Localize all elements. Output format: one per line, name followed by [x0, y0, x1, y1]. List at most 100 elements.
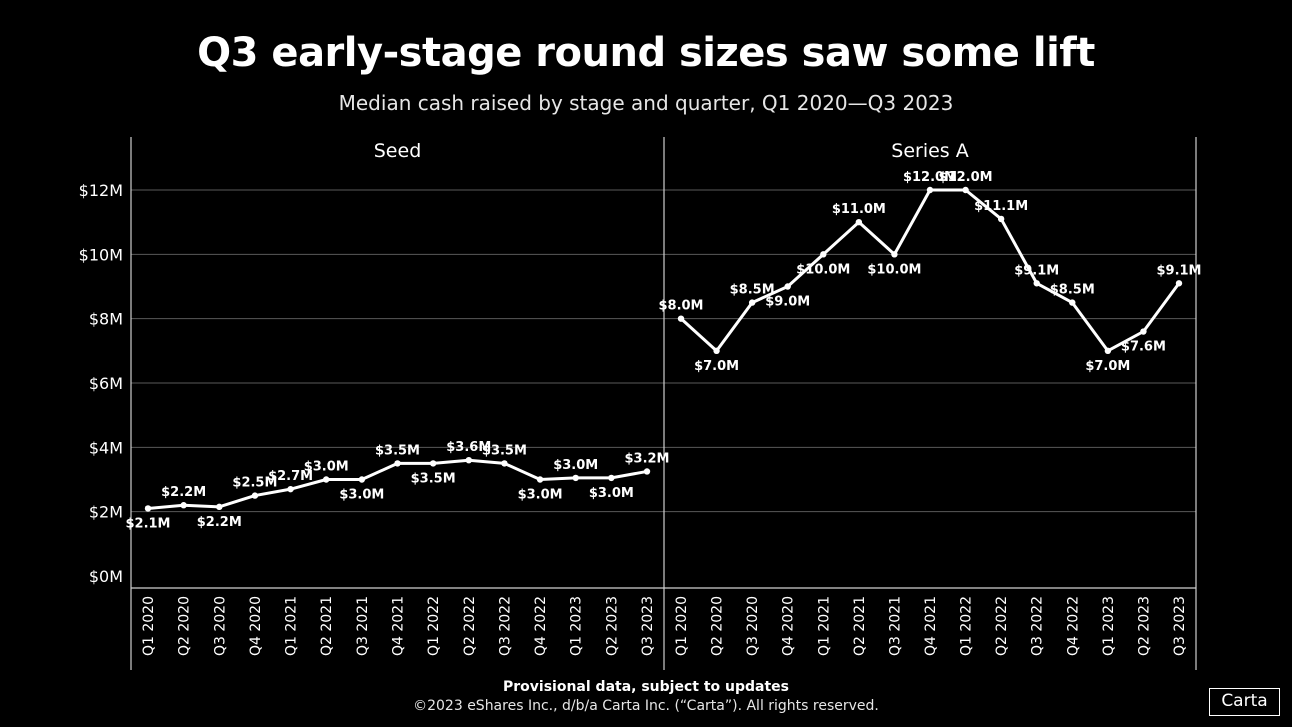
y-tick-label: $2M: [89, 503, 123, 522]
data-point: [677, 315, 685, 322]
data-point: [997, 215, 1005, 223]
facet-title-series-a: Series A: [891, 140, 968, 162]
data-label: $3.0M: [518, 488, 563, 503]
chart-title: Q3 early-stage round sizes saw some lift: [197, 30, 1095, 76]
x-tick-label: Q2 2021: [319, 596, 335, 656]
data-point: [1140, 328, 1147, 335]
x-tick-label: Q1 2020: [141, 596, 157, 656]
data-label: $2.2M: [197, 515, 242, 530]
data-point: [180, 502, 187, 509]
x-tick-label: Q1 2023: [569, 596, 585, 656]
data-point: [394, 460, 401, 467]
chart-subtitle: Median cash raised by stage and quarter,…: [338, 91, 954, 115]
x-tick-label: Q2 2021: [852, 596, 868, 656]
data-label: $3.5M: [482, 443, 527, 458]
data-point: [608, 474, 615, 482]
data-label: $7.0M: [1085, 359, 1130, 374]
y-tick-label: $10M: [79, 245, 123, 264]
data-point: [1033, 280, 1040, 287]
x-tick-label: Q1 2022: [426, 596, 442, 656]
data-point: [891, 251, 898, 258]
data-point: [501, 460, 508, 467]
data-label: $7.6M: [1121, 340, 1166, 355]
data-point: [855, 218, 863, 226]
x-tick-label: Q4 2022: [533, 596, 549, 656]
x-tick-label: Q3 2021: [887, 596, 903, 656]
x-tick-label: Q3 2022: [1030, 596, 1046, 656]
data-point: [465, 457, 472, 464]
data-point: [713, 347, 720, 355]
y-tick-label: $4M: [89, 438, 123, 457]
footnote: Provisional data, subject to updates: [503, 679, 789, 695]
x-tick-label: Q2 2022: [994, 596, 1010, 656]
data-point: [536, 476, 544, 483]
data-point: [1104, 347, 1112, 355]
data-label: $3.6M: [446, 440, 491, 455]
data-label: $2.5M: [232, 476, 277, 491]
x-tick-label: Q3 2023: [1172, 596, 1188, 656]
data-point: [287, 485, 294, 493]
copyright: ©2023 eShares Inc., d/b/a Carta Inc. (“C…: [413, 698, 879, 714]
data-label: $2.1M: [125, 516, 170, 531]
y-tick-label: $0M: [89, 567, 123, 586]
x-tick-label: Q4 2020: [781, 596, 797, 656]
data-label: $2.2M: [161, 485, 206, 500]
data-point: [643, 468, 651, 475]
data-label: $8.0M: [658, 299, 703, 314]
x-tick-label: Q1 2020: [674, 596, 690, 656]
data-label: $2.7M: [268, 469, 313, 484]
data-label: $3.5M: [375, 443, 420, 458]
data-point: [926, 186, 934, 194]
data-point: [962, 186, 969, 194]
data-label: $11.1M: [974, 199, 1028, 214]
data-label: $3.0M: [553, 458, 598, 473]
data-label: $10.0M: [867, 262, 921, 277]
data-point: [429, 460, 437, 467]
x-tick-label: Q3 2021: [355, 596, 371, 656]
x-tick-label: Q2 2023: [604, 596, 620, 656]
x-tick-label: Q3 2022: [497, 596, 513, 656]
x-tick-label: Q2 2020: [710, 596, 726, 656]
x-tick-label: Q3 2023: [640, 596, 656, 656]
data-point: [572, 474, 579, 482]
x-tick-label: Q4 2021: [391, 596, 407, 656]
data-label: $8.5M: [730, 283, 775, 298]
data-point: [144, 505, 152, 512]
data-label: $9.1M: [1014, 263, 1059, 278]
x-tick-label: Q1 2021: [816, 596, 832, 656]
x-tick-label: Q2 2023: [1136, 596, 1152, 656]
data-label: $11.0M: [832, 202, 886, 217]
x-tick-label: Q3 2020: [745, 596, 761, 656]
data-label: $10.0M: [796, 262, 850, 277]
data-point: [1069, 299, 1076, 306]
data-label: $3.0M: [304, 460, 349, 475]
facet-title-seed: Seed: [374, 140, 422, 162]
data-point: [216, 503, 223, 511]
x-tick-label: Q2 2022: [462, 596, 478, 656]
y-tick-label: $12M: [79, 181, 123, 200]
x-tick-label: Q4 2021: [923, 596, 939, 656]
x-tick-label: Q2 2020: [177, 596, 193, 656]
x-tick-label: Q4 2022: [1065, 596, 1081, 656]
data-point: [1175, 280, 1183, 287]
data-label: $8.5M: [1050, 283, 1095, 298]
data-point: [820, 251, 827, 258]
data-point: [358, 476, 366, 483]
data-label: $3.2M: [624, 451, 669, 466]
data-label: $9.0M: [765, 295, 810, 310]
data-label: $12.0M: [939, 170, 993, 185]
x-tick-label: Q1 2023: [1101, 596, 1117, 656]
data-label: $3.5M: [411, 471, 456, 486]
data-label: $12.0M: [903, 170, 957, 185]
data-point: [784, 283, 791, 290]
x-tick-label: Q1 2021: [284, 596, 300, 656]
x-tick-label: Q1 2022: [959, 596, 975, 656]
data-label: $9.1M: [1156, 263, 1201, 278]
series-line-series-a: [679, 188, 1181, 353]
carta-logo: Carta: [1209, 688, 1280, 716]
x-tick-label: Q4 2020: [248, 596, 264, 656]
y-tick-label: $6M: [89, 374, 123, 393]
data-point: [251, 492, 259, 499]
data-label: $7.0M: [694, 359, 739, 374]
